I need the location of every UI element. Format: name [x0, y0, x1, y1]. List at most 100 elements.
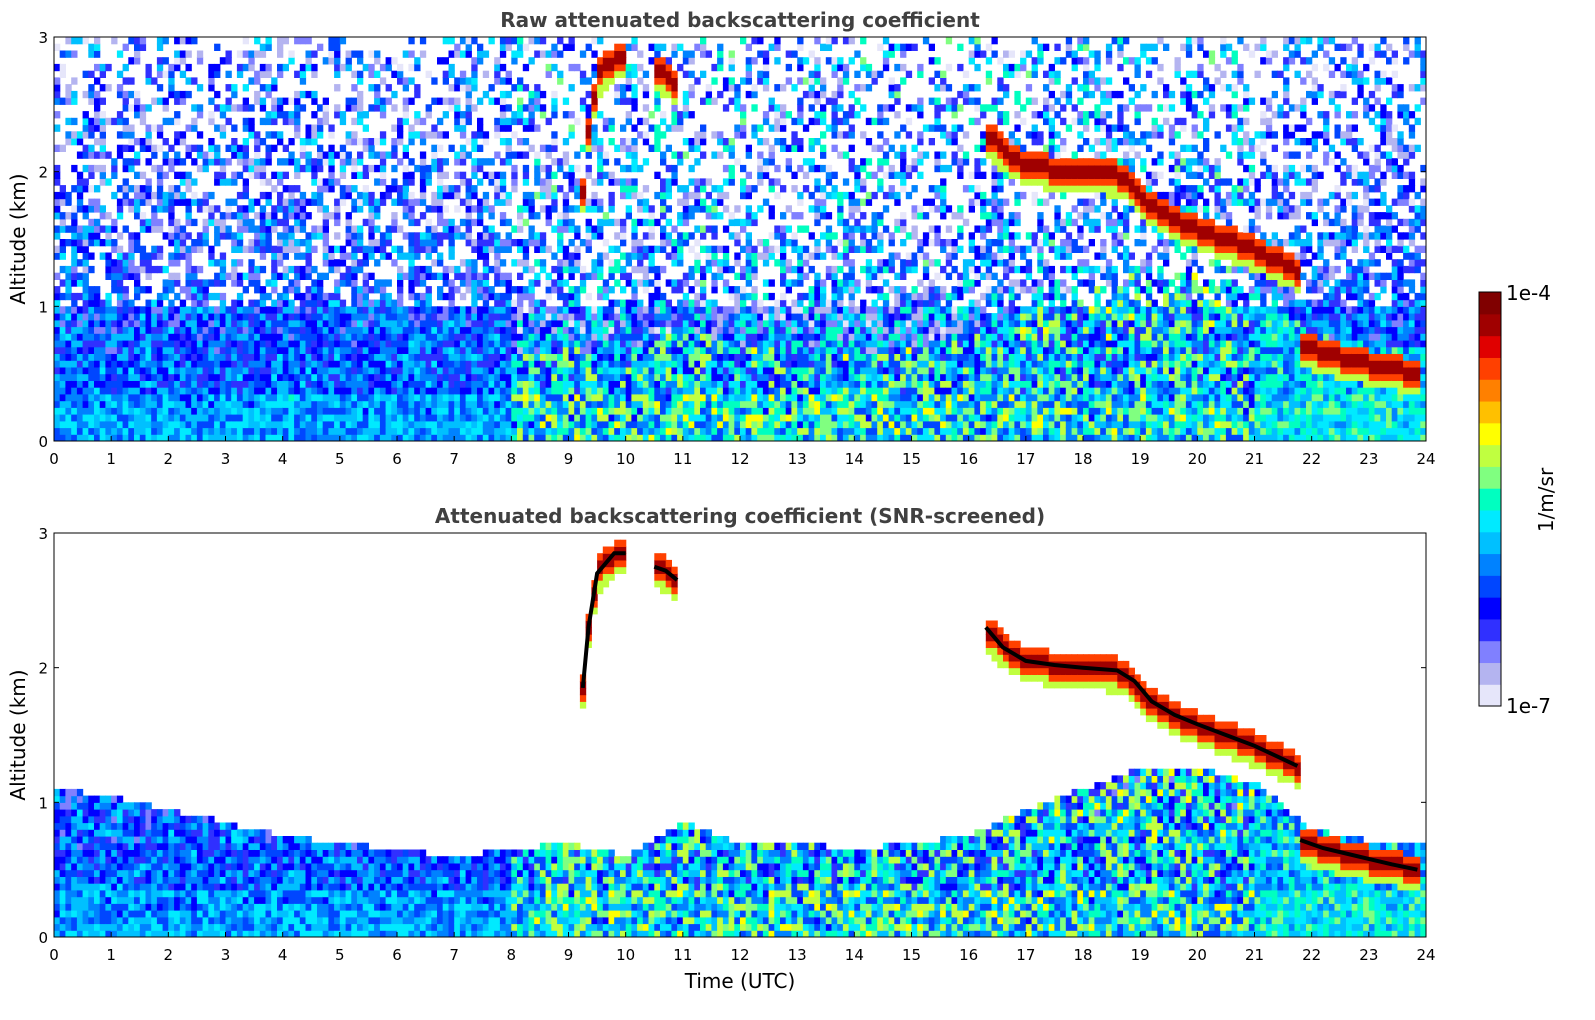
colorbar-swatch [1479, 488, 1501, 511]
x-tick-label: 13 [788, 450, 807, 468]
x-tick-label: 14 [845, 450, 864, 468]
x-tick-label: 23 [1359, 450, 1378, 468]
x-tick-label: 21 [1245, 450, 1264, 468]
heatmap-raw [54, 37, 1426, 441]
saturated-cloud-layer [653, 564, 679, 582]
x-tick-label: 2 [164, 450, 174, 468]
colorbar-unit-label: 1/m/sr [1534, 467, 1558, 532]
x-tick-label: 20 [1188, 450, 1207, 468]
x-tick-label: 2 [164, 946, 174, 964]
x-axis-label: Time (UTC) [684, 969, 796, 993]
x-tick-label: 18 [1073, 946, 1092, 964]
x-tick-label: 22 [1302, 946, 1321, 964]
x-tick-label: 1 [106, 450, 116, 468]
x-tick-label: 13 [788, 946, 807, 964]
colorbar-swatch [1479, 684, 1501, 707]
x-tick-label: 17 [1016, 450, 1035, 468]
heatmap-screened [54, 533, 1426, 937]
x-tick-label: 9 [564, 450, 574, 468]
x-tick-label: 19 [1131, 946, 1150, 964]
x-tick-label: 3 [221, 946, 231, 964]
y-tick-label: 0 [38, 433, 48, 451]
x-tick-label: 10 [616, 450, 635, 468]
colorbar-swatch [1479, 531, 1501, 555]
x-tick-label: 8 [507, 946, 517, 964]
x-tick-label: 11 [673, 946, 692, 964]
x-tick-label: 20 [1188, 946, 1207, 964]
x-tick-label: 14 [845, 946, 864, 964]
colorbar-frame [1478, 291, 1502, 707]
colorbar: 1e-4 1e-7 1/m/sr [1478, 281, 1558, 718]
colorbar-max-label: 1e-4 [1506, 281, 1551, 305]
x-tick-label: 4 [278, 450, 288, 468]
x-tick-label: 24 [1416, 450, 1435, 468]
y-ticks-raw: 0 1 2 3 [38, 29, 1426, 451]
panel-raw: Raw attenuated backscattering coefficien… [6, 8, 1436, 468]
saturated-cloud-layer [580, 551, 626, 689]
colorbar-swatch [1479, 618, 1501, 642]
colorbar-scale [1479, 292, 1501, 707]
x-tick-label: 0 [49, 450, 59, 468]
colorbar-swatch [1479, 335, 1501, 358]
x-tick-label: 24 [1416, 946, 1435, 964]
colorbar-swatch [1479, 357, 1501, 380]
x-tick-label: 16 [959, 946, 978, 964]
x-tick-label: 15 [902, 450, 921, 468]
colorbar-swatch [1479, 400, 1501, 424]
panel-title-raw: Raw attenuated backscattering coefficien… [500, 8, 980, 32]
x-tick-label: 3 [221, 450, 231, 468]
colorbar-swatch [1479, 662, 1501, 685]
colorbar-swatch [1479, 509, 1501, 533]
colorbar-swatch [1479, 575, 1501, 598]
colorbar-swatch [1479, 313, 1501, 337]
x-tick-label: 11 [673, 450, 692, 468]
y-tick-label: 1 [38, 298, 48, 316]
x-tick-label: 19 [1131, 450, 1150, 468]
colorbar-swatch [1479, 444, 1501, 467]
x-ticks-screened: 0 1 2 3 4 5 6 7 8 9 10 11 12 13 14 15 16 17 18 19 20 21 22 23 24 [49, 932, 1436, 964]
x-tick-label: 6 [392, 946, 402, 964]
saturated-cloud-layer [1299, 838, 1418, 872]
y-tick-label: 0 [38, 929, 48, 947]
colorbar-swatch [1479, 422, 1501, 446]
y-tick-label: 3 [38, 29, 48, 47]
x-tick-label: 4 [278, 946, 288, 964]
x-tick-label: 0 [49, 946, 59, 964]
y-axis-label-raw: Altitude (km) [6, 173, 30, 304]
y-ticks-screened: 0 1 2 3 [38, 525, 1426, 947]
y-axis-label-screened: Altitude (km) [6, 669, 30, 800]
colorbar-swatch [1479, 466, 1501, 489]
x-tick-label: 7 [449, 450, 459, 468]
x-tick-label: 12 [730, 450, 749, 468]
x-tick-label: 22 [1302, 450, 1321, 468]
x-tick-label: 21 [1245, 946, 1264, 964]
colorbar-swatch [1479, 379, 1501, 402]
colorbar-swatch [1479, 553, 1501, 576]
x-tick-label: 1 [106, 946, 116, 964]
x-tick-label: 15 [902, 946, 921, 964]
x-tick-label: 18 [1073, 450, 1092, 468]
x-tick-label: 5 [335, 450, 345, 468]
x-tick-label: 5 [335, 946, 345, 964]
x-tick-label: 16 [959, 450, 978, 468]
colorbar-swatch [1479, 640, 1501, 664]
x-tick-label: 8 [507, 450, 517, 468]
saturated-cloud-layer [984, 626, 1299, 768]
panel-screened: Attenuated backscattering coefficient (S… [6, 504, 1436, 993]
x-ticks-raw: 0 1 2 3 4 5 6 7 8 9 10 11 12 13 14 15 16 17 18 19 20 21 22 23 24 [49, 436, 1436, 468]
x-tick-label: 12 [730, 946, 749, 964]
y-tick-label: 2 [38, 660, 48, 678]
y-tick-label: 3 [38, 525, 48, 543]
x-tick-label: 7 [449, 946, 459, 964]
x-tick-label: 23 [1359, 946, 1378, 964]
panel-title-screened: Attenuated backscattering coefficient (S… [435, 504, 1045, 528]
colorbar-swatch [1479, 597, 1501, 620]
x-tick-label: 10 [616, 946, 635, 964]
y-tick-label: 1 [38, 794, 48, 812]
x-tick-label: 6 [392, 450, 402, 468]
x-tick-label: 17 [1016, 946, 1035, 964]
x-tick-label: 9 [564, 946, 574, 964]
y-tick-label: 2 [38, 164, 48, 182]
colorbar-min-label: 1e-7 [1506, 694, 1551, 718]
